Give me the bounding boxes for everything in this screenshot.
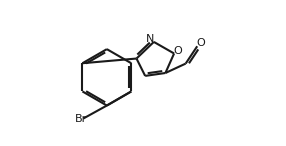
Text: O: O	[196, 38, 205, 48]
Text: O: O	[173, 46, 182, 56]
Text: Br: Br	[75, 114, 88, 124]
Text: N: N	[146, 34, 154, 44]
